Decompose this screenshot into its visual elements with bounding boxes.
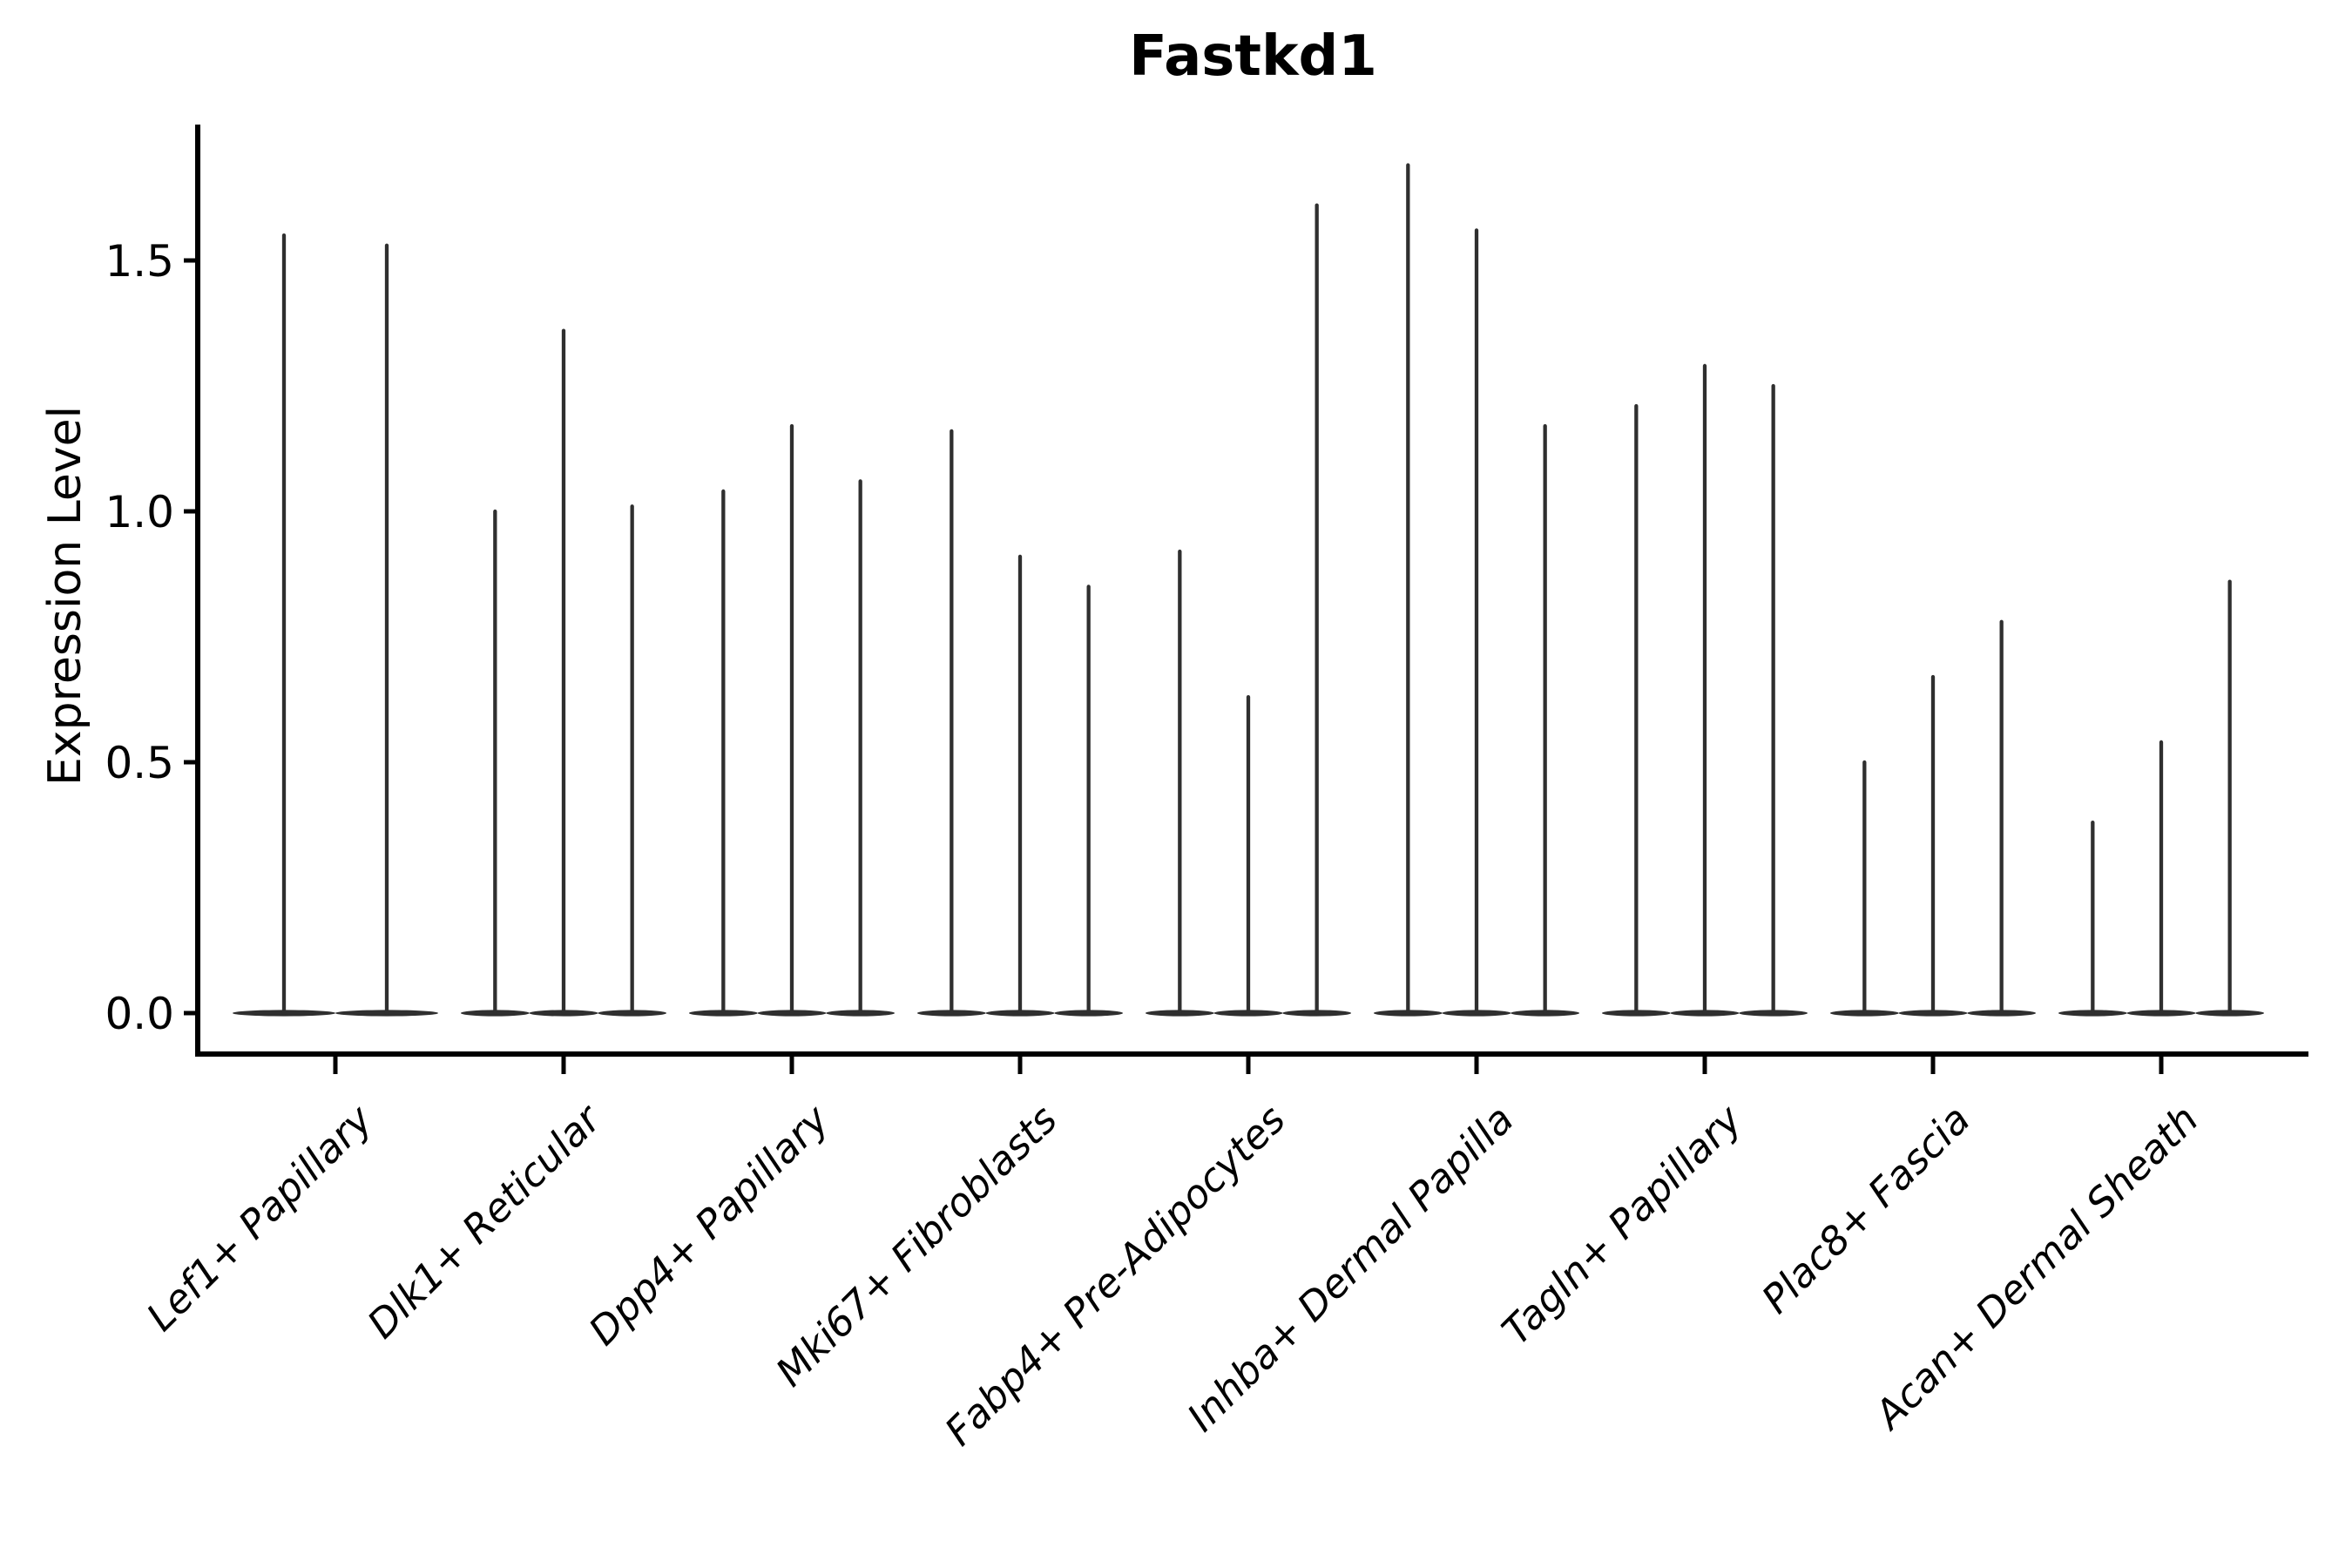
x-tick-label: Dpp4+ Papillary	[580, 1095, 839, 1354]
x-tick-label: Plac8+ Fascia	[1753, 1096, 1979, 1322]
x-tick-label: Dlk1+ Reticular	[358, 1095, 611, 1348]
chart-title: Fastkd1	[1129, 24, 1377, 89]
y-tick-label: 1.5	[105, 236, 174, 287]
y-tick-label: 0.0	[105, 989, 174, 1039]
x-tick-label: Tagln+ Papillary	[1493, 1095, 1752, 1354]
x-tick-label: Lef1+ Papillary	[138, 1095, 382, 1340]
y-tick-label: 0.5	[105, 738, 174, 788]
y-axis-label: Expression Level	[39, 406, 91, 786]
y-tick-label: 1.0	[105, 487, 174, 537]
